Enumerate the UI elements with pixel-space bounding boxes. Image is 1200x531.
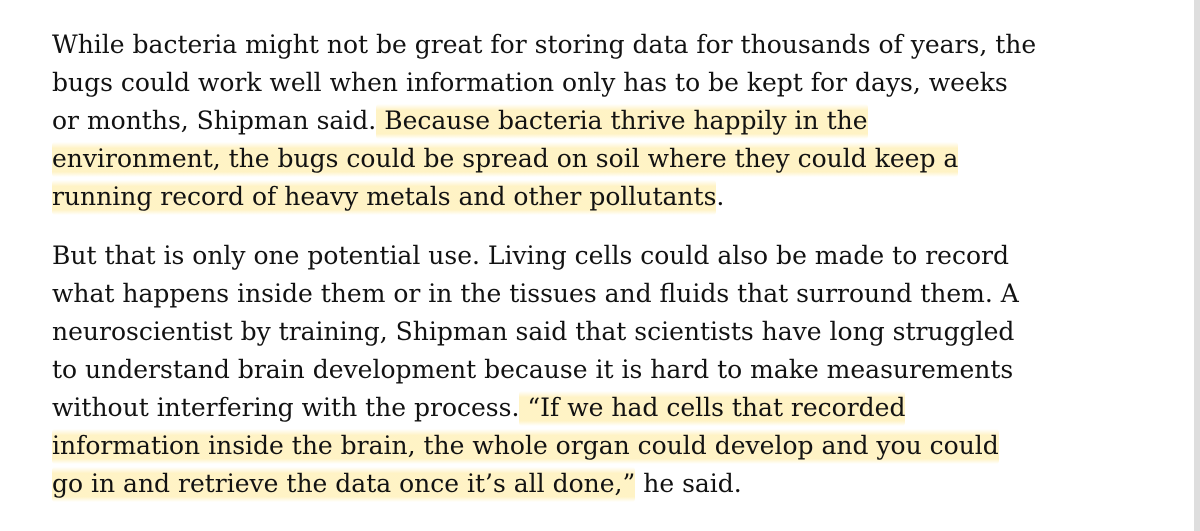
text-highlight: information inside the brain, the whole … <box>52 429 999 464</box>
text-plain: what happens inside them or in the tissu… <box>52 279 1019 308</box>
text-plain: to understand brain development because … <box>52 355 1014 384</box>
text-line: without interfering with the process. “I… <box>52 389 1132 427</box>
text-plain: bugs could work well when information on… <box>52 68 1008 97</box>
text-line: But that is only one potential use. Livi… <box>52 237 1132 275</box>
text-plain: he said. <box>635 469 742 498</box>
text-highlight: “If we had cells that recorded <box>519 391 906 426</box>
text-highlight: running record of heavy metals and other… <box>52 180 717 215</box>
text-plain: or months, Shipman said. <box>52 106 377 135</box>
text-line: running record of heavy metals and other… <box>52 178 1132 216</box>
text-plain: While bacteria might not be great for st… <box>52 30 1037 59</box>
text-plain: without interfering with the process. <box>52 393 520 422</box>
text-line: information inside the brain, the whole … <box>52 427 1132 465</box>
text-line: or months, Shipman said. Because bacteri… <box>52 102 1132 140</box>
text-plain: . <box>716 182 725 211</box>
text-plain: But that is only one potential use. Livi… <box>52 241 1009 270</box>
paragraph-2: But that is only one potential use. Livi… <box>52 237 1132 503</box>
paragraph-1: While bacteria might not be great for st… <box>52 26 1132 216</box>
text-highlight: Because bacteria thrive happily in the <box>376 104 868 139</box>
text-line: go in and retrieve the data once it’s al… <box>52 465 1132 503</box>
text-plain: neuroscientist by training, Shipman said… <box>52 317 1015 346</box>
text-line: what happens inside them or in the tissu… <box>52 275 1132 313</box>
text-line: bugs could work well when information on… <box>52 64 1132 102</box>
window-edge <box>1194 0 1200 531</box>
text-highlight: go in and retrieve the data once it’s al… <box>52 467 636 502</box>
text-line: environment, the bugs could be spread on… <box>52 140 1132 178</box>
text-line: While bacteria might not be great for st… <box>52 26 1132 64</box>
text-highlight: environment, the bugs could be spread on… <box>52 142 959 177</box>
text-line: to understand brain development because … <box>52 351 1132 389</box>
article-body: While bacteria might not be great for st… <box>52 26 1132 503</box>
text-line: neuroscientist by training, Shipman said… <box>52 313 1132 351</box>
